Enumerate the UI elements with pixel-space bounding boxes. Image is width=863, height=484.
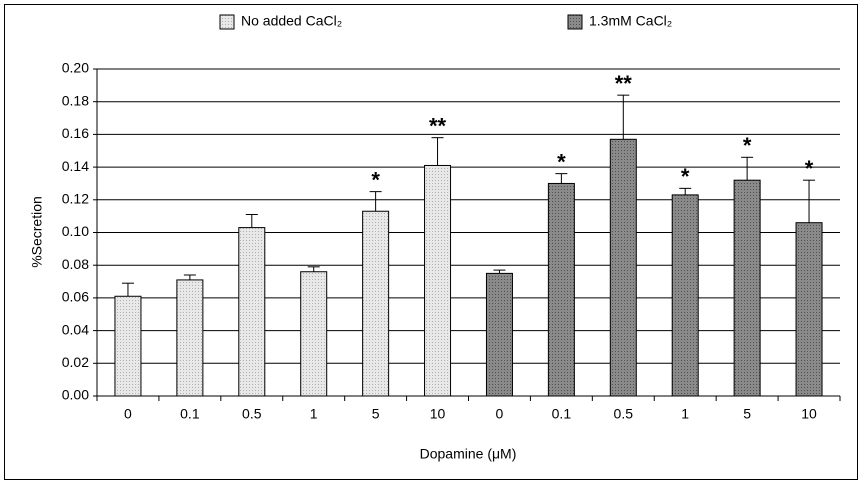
x-tick-label: 0.5 bbox=[614, 406, 634, 422]
significance: * bbox=[805, 156, 814, 181]
y-tick-label: 0.04 bbox=[62, 321, 89, 337]
x-tick-label: 5 bbox=[743, 406, 751, 422]
x-tick-label: 10 bbox=[801, 406, 817, 422]
significance: ** bbox=[615, 71, 633, 96]
bar bbox=[609, 138, 637, 397]
bar bbox=[300, 271, 328, 397]
significance: * bbox=[371, 167, 380, 192]
y-tick-label: 0.12 bbox=[62, 191, 89, 207]
y-tick-label: 0.20 bbox=[62, 60, 89, 76]
x-tick-label: 10 bbox=[430, 406, 446, 422]
bar bbox=[547, 182, 575, 397]
y-axis-label: %Secretion bbox=[29, 196, 45, 268]
y-tick-label: 0.18 bbox=[62, 92, 89, 108]
significance: * bbox=[681, 164, 690, 189]
bar bbox=[176, 279, 204, 397]
x-axis-label: Dopamine (μM) bbox=[420, 446, 517, 462]
x-tick-label: 0 bbox=[124, 406, 132, 422]
legend-label: No added CaCl₂ bbox=[241, 13, 342, 29]
legend-label: 1.3mM CaCl₂ bbox=[589, 13, 672, 29]
y-tick-label: 0.02 bbox=[62, 354, 89, 370]
bar bbox=[114, 295, 142, 397]
x-tick-label: 5 bbox=[372, 406, 380, 422]
y-tick-label: 0.08 bbox=[62, 256, 89, 272]
bar bbox=[362, 210, 390, 397]
bar bbox=[485, 272, 513, 397]
significance: * bbox=[557, 149, 566, 174]
y-tick-label: 0.14 bbox=[62, 158, 89, 174]
y-tick-label: 0.06 bbox=[62, 289, 89, 305]
y-tick-label: 0.10 bbox=[62, 223, 89, 239]
bar bbox=[671, 194, 699, 397]
x-tick-label: 0.1 bbox=[552, 406, 572, 422]
x-tick-label: 1 bbox=[310, 406, 318, 422]
significance: ** bbox=[429, 113, 447, 138]
bar bbox=[238, 227, 266, 397]
bar bbox=[733, 179, 761, 397]
bar bbox=[424, 164, 452, 397]
x-tick-label: 0 bbox=[496, 406, 504, 422]
x-tick-label: 1 bbox=[681, 406, 689, 422]
y-tick-label: 0.00 bbox=[62, 387, 89, 403]
legend-swatch bbox=[567, 14, 583, 30]
significance: * bbox=[743, 133, 752, 158]
legend-swatch bbox=[219, 14, 235, 30]
x-tick-label: 0.5 bbox=[242, 406, 262, 422]
bar bbox=[795, 222, 823, 397]
y-tick-label: 0.16 bbox=[62, 125, 89, 141]
x-tick-label: 0.1 bbox=[180, 406, 200, 422]
